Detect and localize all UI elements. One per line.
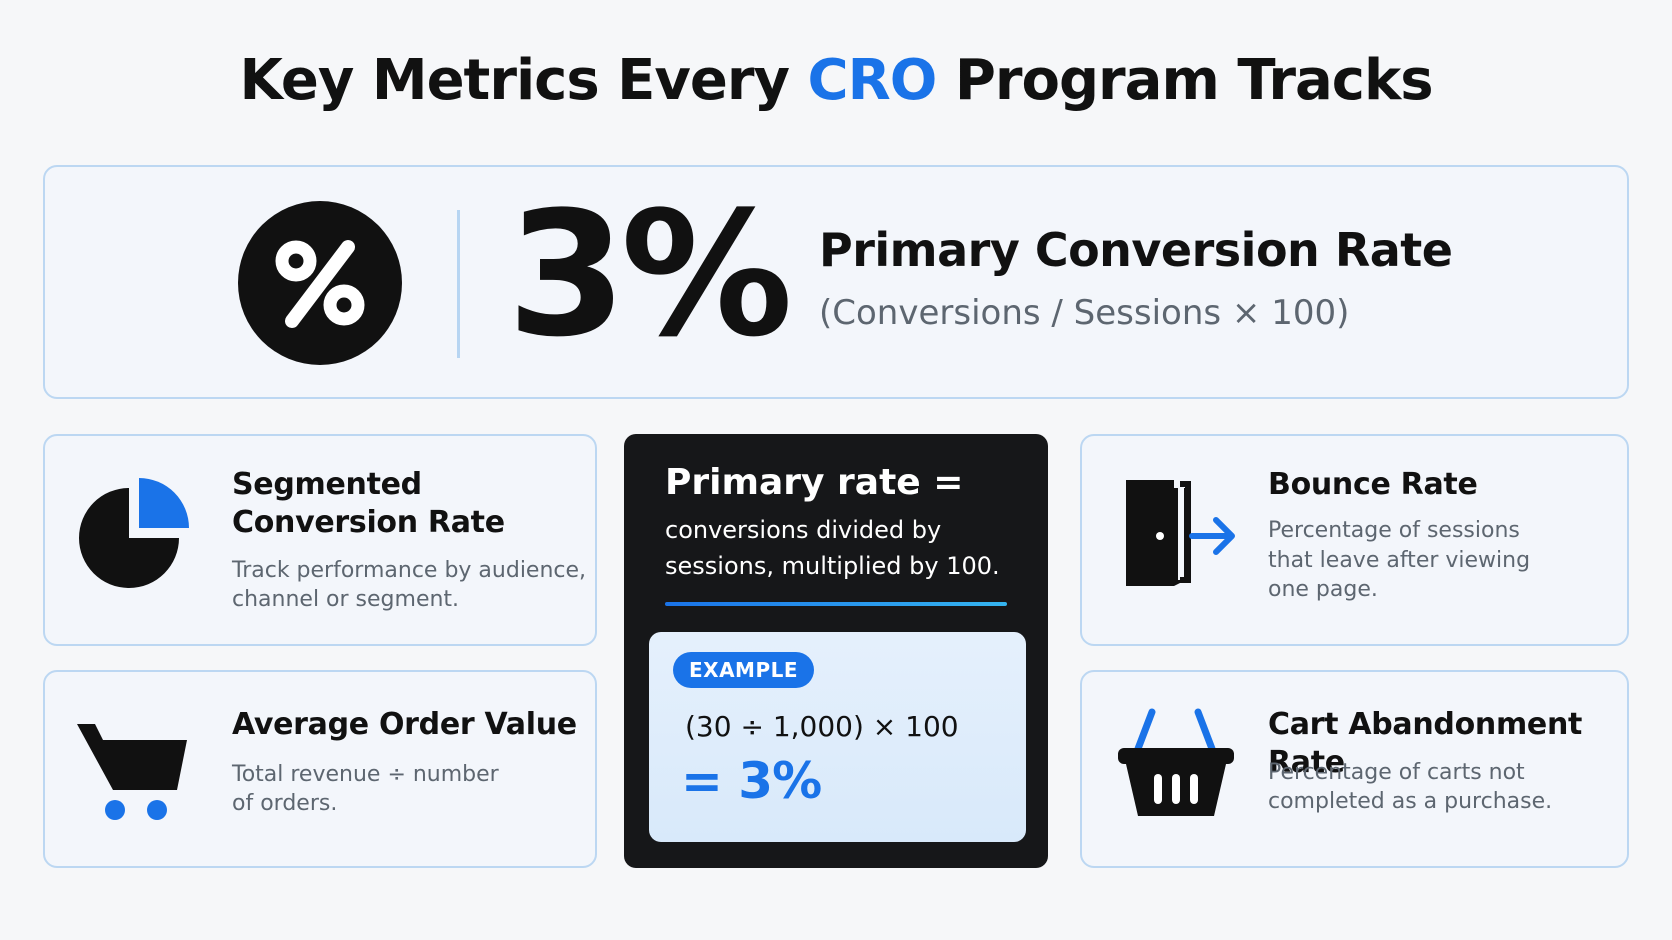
- example-expression: (30 ÷ 1,000) × 100: [685, 710, 959, 743]
- segmented-title-line1: Segmented: [232, 467, 422, 502]
- explainer-desc-line2: sessions, multiplied by 100.: [665, 552, 1000, 580]
- segmented-desc-line2: channel or segment.: [232, 587, 460, 612]
- cart-desc-line2: completed as a purchase.: [1268, 789, 1553, 814]
- explainer-desc-line1: conversions divided by: [665, 516, 942, 544]
- title-after: Program Tracks: [936, 48, 1434, 113]
- cart-desc-line1: Percentage of carts not: [1268, 760, 1525, 785]
- door-exit-icon: [1118, 476, 1242, 596]
- aov-desc-line1: Total revenue ÷ number: [232, 762, 499, 787]
- average-order-value-card: Average Order Value Total revenue ÷ numb…: [43, 670, 597, 868]
- aov-title: Average Order Value: [232, 707, 577, 742]
- pie-chart-icon: [73, 476, 193, 600]
- example-result: = 3%: [681, 752, 822, 810]
- bounce-desc-line2: that leave after viewing: [1268, 548, 1531, 573]
- page-title: Key Metrics Every CRO Program Tracks: [0, 48, 1672, 113]
- explainer-desc: conversions divided by sessions, multipl…: [665, 512, 1025, 584]
- cart-abandonment-card: Cart Abandonment Rate Percentage of cart…: [1080, 670, 1629, 868]
- bounce-title: Bounce Rate: [1268, 467, 1478, 502]
- example-tag: EXAMPLE: [673, 652, 815, 688]
- explainer-title: Primary rate =: [665, 462, 964, 503]
- formula-explainer-card: Primary rate = conversions divided by se…: [624, 434, 1048, 868]
- bounce-rate-card: Bounce Rate Percentage of sessions that …: [1080, 434, 1629, 646]
- segmented-title-line2: Conversion Rate: [232, 505, 505, 540]
- hero-value: 3%: [507, 174, 793, 375]
- basket-icon: [1114, 704, 1238, 824]
- title-accent: CRO: [807, 48, 938, 113]
- example-panel: EXAMPLE (30 ÷ 1,000) × 100 = 3%: [649, 632, 1026, 842]
- cart-title: Cart Abandonment Rate: [1268, 707, 1583, 780]
- hero-label: Primary Conversion Rate: [819, 223, 1453, 277]
- bounce-desc-line1: Percentage of sessions: [1268, 518, 1520, 543]
- explainer-divider: [665, 602, 1007, 606]
- bounce-desc-line3: one page.: [1268, 577, 1378, 602]
- segmented-conversion-card: Segmented Conversion Rate Track performa…: [43, 434, 597, 646]
- percent-icon: [238, 201, 402, 365]
- hero-formula: (Conversions / Sessions × 100): [819, 293, 1350, 333]
- aov-desc-line2: of orders.: [232, 791, 338, 816]
- hero-divider: [457, 210, 460, 358]
- shopping-cart-icon: [73, 716, 193, 830]
- primary-conversion-card: 3% Primary Conversion Rate (Conversions …: [43, 165, 1629, 399]
- title-before: Key Metrics Every: [239, 48, 808, 113]
- segmented-desc-line1: Track performance by audience,: [232, 558, 587, 583]
